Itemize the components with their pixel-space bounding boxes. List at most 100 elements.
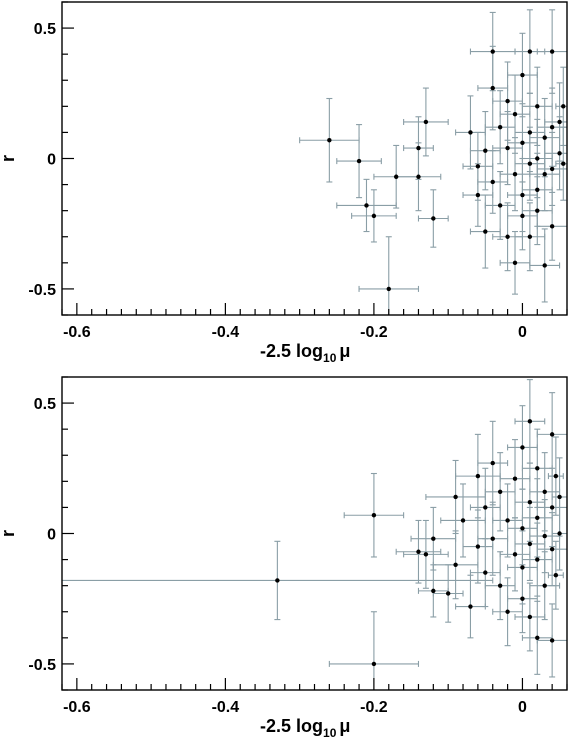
data-point <box>453 562 458 567</box>
y-tick-label: -0.5 <box>28 657 56 674</box>
top-x-tick-labels: -0.6 -0.4 -0.2 0 <box>63 324 527 341</box>
data-point <box>275 578 280 583</box>
data-point <box>431 588 436 594</box>
data-point <box>542 171 547 177</box>
data-point <box>553 473 559 479</box>
data-point <box>535 104 540 109</box>
data-point <box>542 263 547 268</box>
data-point <box>512 111 518 117</box>
data-point <box>475 192 481 198</box>
data-point <box>520 526 525 531</box>
data-point <box>535 187 540 192</box>
data-point <box>505 609 510 614</box>
data-point <box>490 85 495 91</box>
bottom-y-axis-label: r <box>0 530 18 537</box>
data-point <box>512 476 518 481</box>
data-point <box>423 552 429 557</box>
data-point <box>557 119 562 125</box>
bottom-error-bars <box>62 379 567 690</box>
data-point <box>535 557 540 562</box>
data-point <box>520 213 525 219</box>
error-bar <box>403 116 434 180</box>
data-point <box>453 494 458 500</box>
data-point <box>475 164 481 169</box>
top-error-bars <box>299 9 567 315</box>
data-point <box>490 536 495 541</box>
data-point <box>327 138 332 143</box>
data-point <box>431 536 436 541</box>
x-tick-label: 0 <box>518 699 527 716</box>
data-point <box>512 260 518 266</box>
x-tick-label: 0 <box>518 324 527 341</box>
x-tick-label: -0.6 <box>63 324 91 341</box>
x-tick-label: -0.4 <box>212 324 240 341</box>
data-point <box>549 224 555 229</box>
data-point <box>416 174 421 179</box>
data-point <box>520 192 525 198</box>
data-point <box>527 161 533 166</box>
x-tick-label: -0.2 <box>360 699 388 716</box>
data-point <box>557 151 562 156</box>
data-point <box>549 49 555 54</box>
data-point <box>535 156 540 161</box>
data-point <box>535 515 540 521</box>
data-point <box>542 533 547 539</box>
data-point <box>483 229 488 234</box>
data-point <box>468 130 473 135</box>
y-tick-label: 0.5 <box>34 396 56 413</box>
top-scatter-panel: -0.6 -0.4 -0.2 0 -0.5 0 0.5 -2.5 log10 μ r <box>0 1 568 365</box>
data-point <box>505 518 510 523</box>
data-point <box>549 125 555 130</box>
data-point <box>371 513 377 518</box>
data-point <box>371 661 377 667</box>
top-x-axis-label: -2.5 log10 μ <box>260 341 350 365</box>
data-point <box>557 531 562 536</box>
data-point <box>445 591 451 596</box>
data-point <box>431 216 436 221</box>
y-tick-label: -0.5 <box>28 282 56 299</box>
data-point <box>527 419 533 424</box>
data-point <box>542 583 547 588</box>
top-axis-ticks <box>61 1 568 316</box>
data-point <box>527 614 533 620</box>
data-point <box>549 432 555 437</box>
data-point <box>356 158 362 164</box>
top-data-points <box>327 49 566 292</box>
data-point <box>497 489 503 494</box>
data-point <box>490 179 495 185</box>
bottom-x-axis-label: -2.5 log10 μ <box>260 716 350 740</box>
data-point <box>483 505 488 510</box>
data-point <box>520 72 525 78</box>
data-point <box>549 638 555 643</box>
bottom-data-points <box>275 419 562 667</box>
data-point <box>497 583 503 588</box>
data-point <box>520 596 525 601</box>
data-point <box>527 49 533 54</box>
bottom-plot-frame <box>61 376 568 691</box>
data-point <box>549 546 555 552</box>
data-point <box>483 570 488 575</box>
data-point <box>505 234 510 239</box>
data-point <box>512 171 518 177</box>
data-point <box>535 635 540 641</box>
data-point <box>553 573 559 578</box>
data-point <box>468 604 473 609</box>
data-point <box>535 466 540 471</box>
x-tick-label: -0.2 <box>360 324 388 341</box>
top-y-axis-label: r <box>0 155 18 162</box>
error-bar <box>358 236 420 315</box>
data-point <box>549 166 555 172</box>
data-point <box>542 489 547 494</box>
data-point <box>505 98 510 104</box>
data-point <box>364 203 369 208</box>
data-point <box>549 505 555 510</box>
data-point <box>483 148 488 153</box>
data-point <box>393 174 399 179</box>
bottom-y-tick-labels: -0.5 0 0.5 <box>28 396 56 674</box>
data-point <box>520 565 525 570</box>
data-point <box>527 130 533 135</box>
data-point <box>520 445 525 450</box>
y-tick-label: 0 <box>47 152 56 169</box>
data-point <box>535 208 540 213</box>
data-point <box>416 145 421 151</box>
